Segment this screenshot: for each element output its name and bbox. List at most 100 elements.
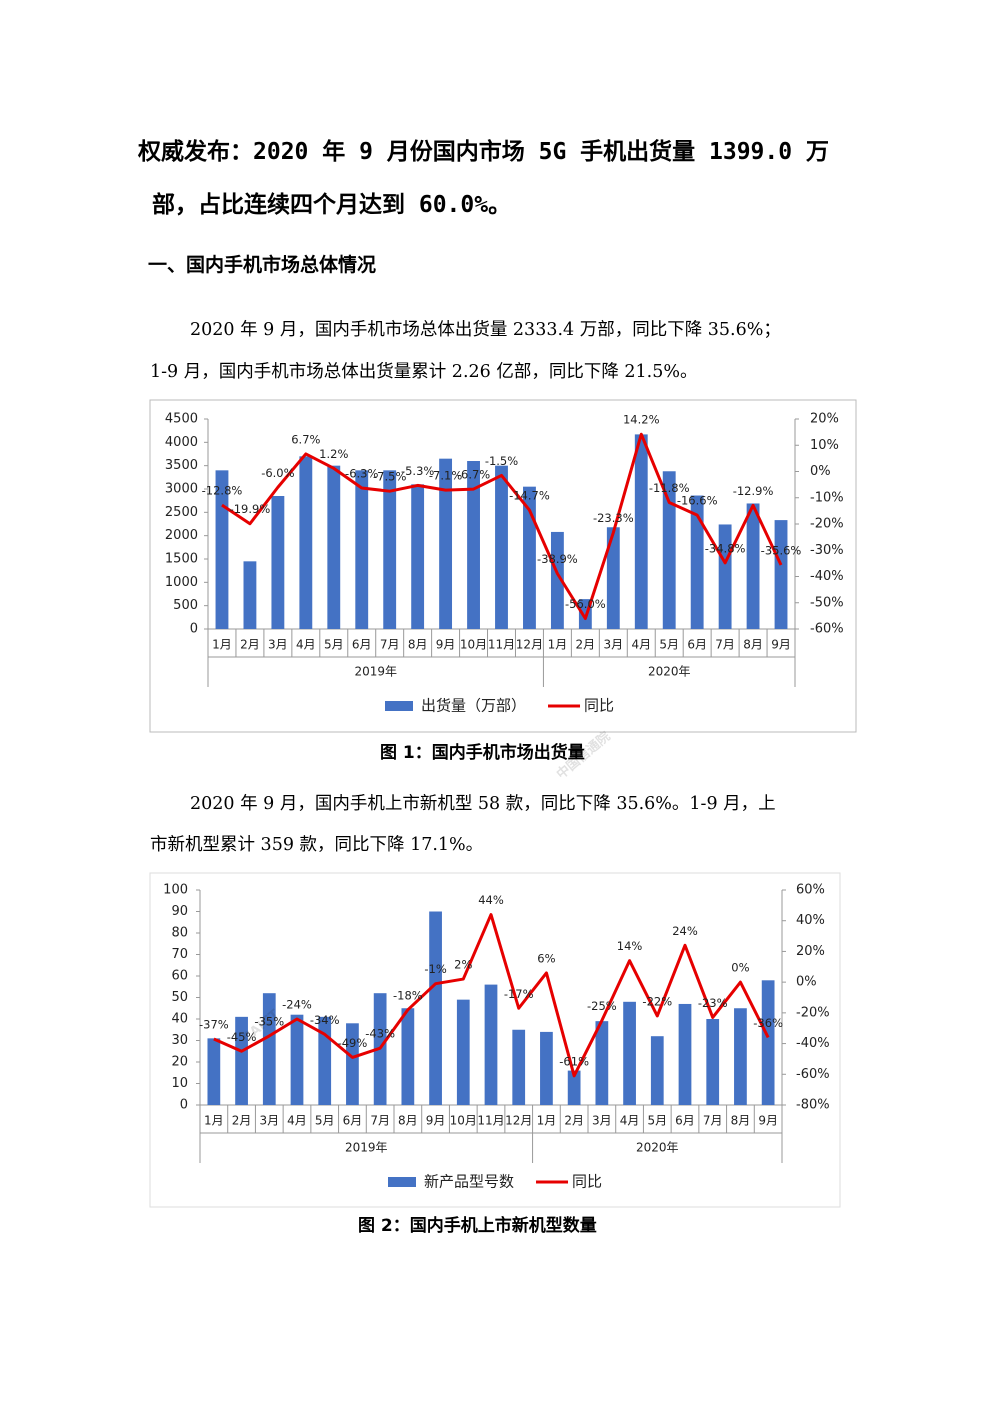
legend-swatch [388, 1177, 416, 1187]
y2-tick-label: -40% [810, 569, 844, 584]
y2-tick-label: 20% [796, 944, 825, 959]
group-label: 2019年 [354, 665, 397, 679]
y-tick-label: 80 [171, 926, 188, 941]
data-label: -56.0% [565, 597, 606, 611]
y2-tick-label: -20% [810, 517, 844, 532]
data-label: -6.7% [457, 468, 490, 482]
x-tick-label: 4月 [287, 1114, 307, 1128]
data-label: 1.2% [319, 447, 348, 461]
bar [355, 470, 369, 629]
x-tick-label: 6月 [352, 638, 372, 652]
data-label: -19.9% [230, 502, 271, 516]
y-tick-label: 20 [171, 1055, 188, 1070]
x-tick-label: 8月 [398, 1114, 418, 1128]
bar [761, 980, 775, 1105]
bar [678, 1003, 692, 1105]
x-tick-label: 4月 [631, 638, 651, 652]
x-tick-label: 1月 [204, 1114, 224, 1128]
data-label: 6% [537, 951, 555, 965]
figure-caption: 图 2：国内手机上市新机型数量 [358, 1216, 597, 1236]
bar [623, 1001, 636, 1105]
data-label: -34.8% [705, 541, 746, 555]
x-tick-label: 5月 [324, 638, 344, 652]
y2-tick-label: -20% [796, 1005, 830, 1020]
figure-caption: 图 1：国内手机市场出货量 [380, 743, 585, 763]
yoy-line [221, 432, 783, 620]
x-tick-label: 1月 [212, 638, 232, 652]
y-tick-label: 60 [171, 969, 188, 984]
y2-tick-label: -60% [796, 1067, 830, 1082]
legend-label: 新产品型号数 [424, 1173, 514, 1191]
x-tick-label: 10月 [450, 1114, 477, 1128]
y-tick-label: 3000 [165, 482, 198, 497]
bar [540, 1031, 553, 1105]
x-tick-label: 5月 [659, 638, 679, 652]
bar [401, 1008, 415, 1105]
y2-tick-label: -60% [810, 622, 844, 637]
data-label: 0% [731, 961, 749, 975]
group-label: 2020年 [636, 1141, 679, 1155]
legend-swatch [385, 701, 413, 711]
x-tick-label: 3月 [603, 638, 623, 652]
y-tick-label: 40 [171, 1012, 188, 1027]
y-tick-label: 0 [190, 622, 198, 637]
x-tick-label: 11月 [477, 1114, 504, 1128]
x-tick-label: 1月 [537, 1114, 557, 1128]
data-label: -61% [559, 1054, 589, 1068]
bar [512, 1029, 526, 1105]
x-tick-label: 11月 [488, 638, 515, 652]
data-label: -1.5% [485, 454, 518, 468]
x-tick-label: 9月 [426, 1114, 446, 1128]
group-label: 2020年 [648, 665, 691, 679]
data-label: 44% [478, 893, 504, 907]
bar [290, 1014, 304, 1105]
bar [243, 561, 257, 629]
data-label: -6.3% [345, 467, 378, 481]
data-label: -38.9% [537, 552, 578, 566]
bar [235, 1016, 248, 1105]
x-tick-label: 6月 [343, 1114, 363, 1128]
data-label: -12.9% [733, 484, 774, 498]
y-tick-label: 1000 [165, 575, 198, 590]
bar [484, 984, 498, 1105]
y-tick-label: 4500 [165, 412, 198, 427]
bar [634, 434, 648, 629]
y-tick-label: 50 [171, 990, 188, 1005]
data-label: -35.6% [761, 543, 802, 557]
data-label: -6.0% [261, 466, 294, 480]
data-label: -25% [587, 999, 617, 1013]
x-tick-label: 10月 [460, 638, 487, 652]
bar [523, 486, 536, 629]
paragraph-line: 市新机型累计 359 款，同比下降 17.1%。 [150, 835, 484, 855]
y2-tick-label: -30% [810, 543, 844, 558]
x-tick-label: 8月 [743, 638, 763, 652]
y-tick-label: 100 [163, 883, 188, 898]
y-tick-label: 1500 [165, 552, 198, 567]
bar [456, 999, 470, 1105]
data-label: -17% [504, 987, 534, 1001]
data-label: -12.8% [202, 484, 243, 498]
bar [718, 524, 732, 629]
x-tick-label: 7月 [703, 1114, 723, 1128]
x-tick-label: 9月 [758, 1114, 778, 1128]
bar [650, 1036, 664, 1105]
y-tick-label: 2000 [165, 528, 198, 543]
data-label: -18% [393, 988, 423, 1002]
x-tick-label: 2月 [576, 638, 596, 652]
group-label: 2019年 [345, 1141, 388, 1155]
x-tick-label: 6月 [687, 638, 707, 652]
data-label: -43% [365, 1027, 395, 1041]
y2-tick-label: -10% [810, 490, 844, 505]
chart-frame [149, 872, 841, 1208]
data-label: -45% [227, 1030, 257, 1044]
x-tick-label: 4月 [620, 1114, 640, 1128]
bar [327, 465, 341, 629]
paragraph-line: 2020 年 9 月，国内手机上市新机型 58 款，同比下降 35.6%。1-9… [190, 794, 776, 814]
yoy-line [213, 913, 770, 1078]
x-tick-label: 6月 [675, 1114, 695, 1128]
y-tick-label: 10 [171, 1076, 188, 1091]
bar [734, 1008, 747, 1105]
data-label: -35% [254, 1014, 284, 1028]
x-tick-label: 12月 [516, 638, 543, 652]
